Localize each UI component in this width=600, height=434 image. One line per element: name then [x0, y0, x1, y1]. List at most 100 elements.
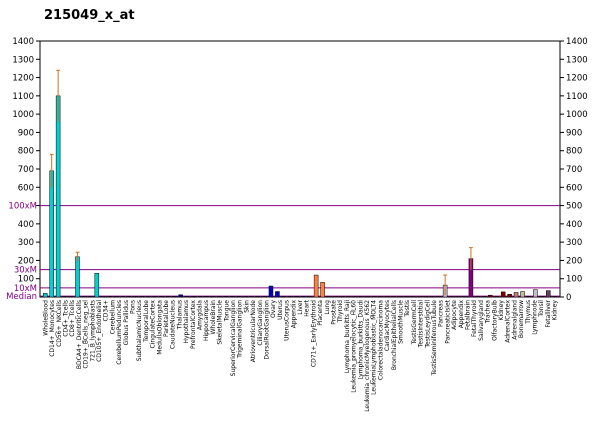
- bar: [339, 296, 345, 298]
- right-tick-label: 500: [566, 202, 582, 212]
- category-label: Adipocyte: [451, 300, 458, 330]
- category-label: Amygdala: [196, 300, 203, 330]
- category-label: TemporalLobe: [143, 300, 150, 343]
- category-label: TestisLeydigCell: [424, 300, 431, 349]
- category-label: CiliaryGanglion: [257, 300, 264, 346]
- right-tick-label: 0: [566, 293, 571, 303]
- category-label: 721_B_lymphoblasts: [89, 300, 96, 362]
- bar: [262, 296, 267, 298]
- right-tick-label: 1000: [566, 110, 588, 120]
- bar: [462, 296, 467, 298]
- bar: [236, 296, 241, 298]
- bar: [204, 296, 209, 298]
- bar: [346, 296, 351, 298]
- bar: [391, 296, 396, 298]
- category-label: Thymus: [525, 300, 532, 325]
- bar: [171, 296, 177, 298]
- bar: [359, 296, 364, 298]
- right-tick-label: 800: [566, 147, 582, 157]
- category-label: Placenta: [317, 300, 324, 326]
- bar: [139, 296, 145, 298]
- category-label: TestisInterstitial: [418, 300, 425, 349]
- bar: [184, 296, 190, 298]
- bar: [230, 296, 235, 298]
- bar: [507, 294, 512, 298]
- category-label: Hypothalamus: [183, 300, 190, 344]
- category-label: PancreaticIslet: [444, 299, 451, 343]
- bar: [275, 291, 280, 298]
- category-label: CingulateCortex: [150, 300, 157, 349]
- category-label: CD4+_Tcells: [62, 300, 69, 337]
- bar: [133, 296, 138, 298]
- category-label: TestisGermCell: [411, 300, 418, 346]
- category-label: Leukemia_promyelocytic_HL60: [351, 300, 358, 393]
- category-label: CD56+_NKCells: [56, 300, 63, 347]
- bar: [333, 296, 338, 298]
- bar: [436, 296, 441, 298]
- category-label: UterusCorpus: [284, 300, 291, 341]
- category-label: LeukemiaLymphoblastic_MOLT4: [371, 300, 378, 395]
- right-tick-label: 1200: [566, 74, 588, 84]
- bar: [429, 296, 435, 298]
- left-tick-label: 600: [18, 183, 34, 193]
- category-label: DorsalRootGanglion: [263, 300, 270, 360]
- category-label: Globus Pallidus: [123, 300, 130, 345]
- category-label: ParietalLobe: [163, 300, 170, 337]
- category-label: Pons: [129, 300, 136, 314]
- right-tick-label: 1400: [566, 37, 588, 47]
- category-label: TrigeminalGanglion: [237, 300, 244, 359]
- bar: [294, 296, 300, 298]
- bar: [404, 296, 409, 298]
- bar: [423, 296, 429, 298]
- category-label: SuperiorCervicalGanglion: [230, 300, 237, 377]
- category-label: Tonsil: [538, 300, 545, 318]
- category-label: CaudateNucleus: [170, 300, 177, 349]
- bar: [217, 296, 222, 298]
- category-label: Lymphoma_burkitts_Daudi: [357, 300, 364, 380]
- bar: [120, 296, 125, 298]
- bar: [307, 296, 312, 298]
- category-label: Kidney: [552, 300, 559, 321]
- right-tick-label: 100: [566, 275, 582, 285]
- reference-line-label: Median: [6, 292, 37, 302]
- bar: [281, 296, 287, 298]
- category-label: Colorectaladenocarcinoma: [377, 300, 384, 380]
- left-tick-label: 100: [18, 275, 34, 285]
- bar: [513, 292, 519, 298]
- left-tick-label: 900: [18, 128, 34, 138]
- category-label: Heart: [304, 299, 311, 316]
- category-label: Cerebellum: [109, 300, 116, 335]
- bar: [300, 296, 306, 298]
- category-label: CD105+_Endothelial: [96, 300, 103, 362]
- category-label: CD14+_Monocytes: [49, 300, 56, 357]
- bar: [449, 296, 454, 298]
- bar: [488, 294, 493, 298]
- bar: [552, 296, 558, 298]
- right-tick-label: 400: [566, 220, 582, 230]
- bar: [313, 274, 319, 298]
- category-label: SmoothMuscle: [398, 300, 405, 344]
- category-label: BDCA4+_DentriticCells: [76, 300, 83, 369]
- category-label: SkeletalMuscle: [217, 300, 224, 345]
- category-label: Testis: [404, 300, 411, 318]
- bar: [152, 296, 158, 298]
- bar: [539, 296, 545, 298]
- reference-line-label: 30xM: [14, 266, 37, 276]
- bar: [255, 296, 261, 298]
- bar: [546, 290, 551, 298]
- bar: [268, 285, 274, 298]
- bar: [371, 296, 377, 298]
- right-tick-label: 1300: [566, 55, 588, 65]
- category-label: Salivarygland: [478, 300, 485, 341]
- right-tick-label: 700: [566, 165, 582, 175]
- plot-frame: [39, 40, 561, 298]
- bar: [68, 296, 74, 298]
- bar: [191, 296, 196, 298]
- category-label: Trachea: [485, 300, 492, 325]
- category-label: TestisSeminiferousTubule: [431, 300, 438, 377]
- bar: [146, 296, 151, 298]
- bar: [242, 296, 248, 298]
- chart-title: 215049_x_at: [44, 8, 135, 23]
- category-label: MedullaOblongata: [156, 300, 163, 355]
- category-label: Lymphoma_burkitts_Raji: [344, 300, 351, 373]
